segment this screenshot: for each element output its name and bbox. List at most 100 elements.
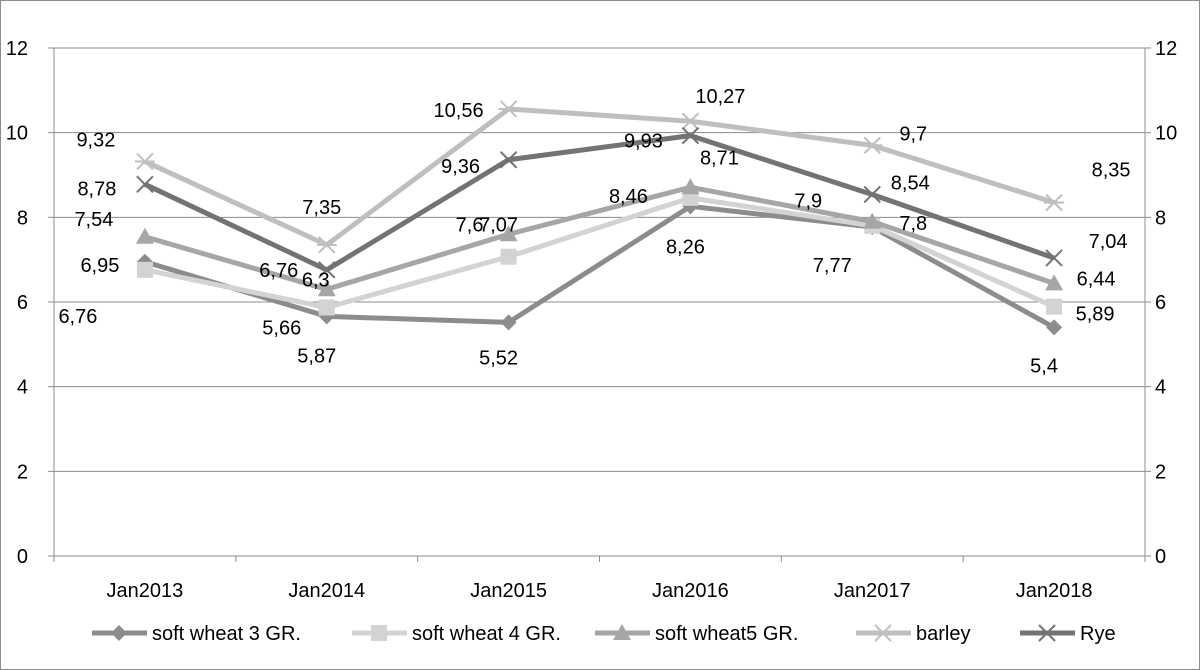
data-point-marker bbox=[863, 185, 881, 204]
data-point-marker bbox=[318, 299, 335, 316]
data-point-marker bbox=[1046, 319, 1063, 336]
data-label: 8,46 bbox=[609, 186, 648, 208]
marker-stroke bbox=[1038, 624, 1056, 642]
legend-label: soft wheat 4 GR. bbox=[412, 623, 561, 645]
y-tick-label-right: 6 bbox=[1155, 292, 1166, 314]
y-tick-label-left: 6 bbox=[17, 292, 28, 314]
data-point-marker bbox=[500, 314, 517, 331]
data-label: 6,95 bbox=[80, 255, 119, 277]
legend-swatch-marker bbox=[873, 624, 893, 642]
x-tick-label: Jan2017 bbox=[834, 580, 911, 602]
data-label: 8,78 bbox=[77, 178, 116, 200]
data-point-marker bbox=[136, 175, 154, 194]
data-point-marker bbox=[862, 136, 883, 155]
data-point-marker bbox=[500, 248, 517, 265]
x-tick-label: Jan2014 bbox=[288, 580, 365, 602]
data-label: 9,7 bbox=[899, 123, 927, 145]
data-label: 7,35 bbox=[302, 197, 341, 219]
data-label: 6,44 bbox=[1077, 268, 1116, 290]
axes: 0 0 2 2 4 4 6 6 8 8 10 10 12 12 Jan2013 Jan2014 Jan2015 J… bbox=[6, 38, 1178, 602]
marker-stroke bbox=[318, 261, 336, 279]
data-point-marker bbox=[316, 236, 337, 254]
data-label: 8,35 bbox=[1092, 160, 1131, 182]
x-tick-label: Jan2018 bbox=[1016, 580, 1093, 602]
y-tick-label-left: 4 bbox=[17, 377, 28, 399]
data-label: 7,9 bbox=[794, 191, 822, 213]
data-label: 7,6 bbox=[456, 214, 484, 236]
data-point-marker bbox=[681, 126, 700, 145]
data-label: 5,66 bbox=[262, 317, 301, 339]
data-label: 8,54 bbox=[891, 172, 930, 194]
data-label: 6,76 bbox=[58, 306, 97, 328]
data-point-marker bbox=[499, 151, 518, 169]
series-line-0 bbox=[144, 203, 1056, 330]
y-tick-label-right: 12 bbox=[1155, 38, 1177, 60]
legend-swatch-marker bbox=[111, 625, 127, 641]
marker-stroke bbox=[499, 151, 518, 169]
marker-stroke bbox=[681, 126, 700, 145]
data-label: 8,71 bbox=[700, 147, 739, 169]
data-label: 8,26 bbox=[666, 236, 705, 258]
data-label: 7,07 bbox=[479, 215, 518, 237]
data-label: 5,89 bbox=[1076, 304, 1115, 326]
data-point-marker bbox=[499, 225, 518, 242]
data-label: 6,76 bbox=[259, 260, 298, 282]
data-point-marker bbox=[680, 112, 701, 130]
legend: soft wheat 3 GR. soft wheat 4 GR. soft whe… bbox=[92, 623, 1116, 645]
data-point-marker bbox=[498, 100, 519, 118]
data-point-marker bbox=[1045, 249, 1063, 267]
data-label: 6,3 bbox=[302, 269, 330, 291]
y-tick-label-right: 8 bbox=[1155, 207, 1166, 229]
series-line-4 bbox=[143, 133, 1055, 273]
data-label: 5,87 bbox=[297, 346, 336, 368]
y-tick-label-right: 0 bbox=[1155, 546, 1166, 568]
data-labels: 6,95 5,66 5,52 8,26 7,77 5,4 6,76 5,87 7,07 8,46 7… bbox=[58, 86, 1130, 377]
data-point-marker bbox=[1046, 298, 1063, 315]
data-label: 7,8 bbox=[899, 213, 927, 235]
marker-stroke bbox=[1045, 249, 1063, 267]
series-line-2 bbox=[144, 184, 1055, 292]
series-lines bbox=[134, 100, 1065, 336]
data-label: 7,77 bbox=[813, 255, 852, 277]
x-tick-label: Jan2015 bbox=[470, 580, 547, 602]
y-tick-label-left: 10 bbox=[6, 123, 28, 145]
data-point-marker bbox=[135, 227, 154, 244]
data-label: 9,32 bbox=[76, 129, 115, 151]
data-label: 7,04 bbox=[1089, 231, 1128, 253]
data-label: 5,4 bbox=[1030, 355, 1058, 377]
marker-stroke bbox=[136, 175, 154, 194]
series-line-1 bbox=[144, 195, 1056, 311]
legend-swatch-marker bbox=[613, 624, 631, 640]
data-label: 5,52 bbox=[479, 347, 518, 369]
legend-label: soft wheat 3 GR. bbox=[152, 623, 301, 645]
y-tick-label-right: 4 bbox=[1155, 377, 1166, 399]
x-tick-label: Jan2013 bbox=[107, 580, 184, 602]
marker-stroke bbox=[863, 185, 881, 204]
data-point-marker bbox=[1045, 274, 1064, 291]
y-tick-label-left: 12 bbox=[6, 38, 28, 60]
data-label: 9,93 bbox=[624, 131, 663, 153]
data-point-marker bbox=[863, 212, 882, 229]
legend-label: barley bbox=[916, 623, 970, 645]
y-tick-label-left: 8 bbox=[17, 207, 28, 229]
y-tick-label-right: 2 bbox=[1155, 461, 1166, 483]
data-point-marker bbox=[136, 261, 153, 278]
data-label: 7,54 bbox=[74, 209, 113, 231]
gridlines bbox=[54, 47, 1145, 472]
y-tick-label-left: 2 bbox=[17, 461, 28, 483]
legend-label: Rye bbox=[1080, 623, 1116, 645]
legend-swatch-marker bbox=[1038, 624, 1056, 642]
data-label: 9,36 bbox=[441, 156, 480, 178]
legend-label: soft wheat5 GR. bbox=[655, 623, 798, 645]
data-point-marker bbox=[134, 152, 155, 171]
series-line-3 bbox=[143, 106, 1055, 248]
data-point-marker bbox=[1044, 193, 1065, 212]
data-point-marker bbox=[317, 280, 336, 297]
data-label: 10,27 bbox=[695, 86, 745, 108]
x-tick-label: Jan2016 bbox=[652, 580, 729, 602]
data-point-marker bbox=[318, 261, 336, 279]
data-label: 10,56 bbox=[434, 100, 484, 122]
y-tick-label-right: 10 bbox=[1155, 123, 1177, 145]
data-point-marker bbox=[681, 178, 700, 195]
